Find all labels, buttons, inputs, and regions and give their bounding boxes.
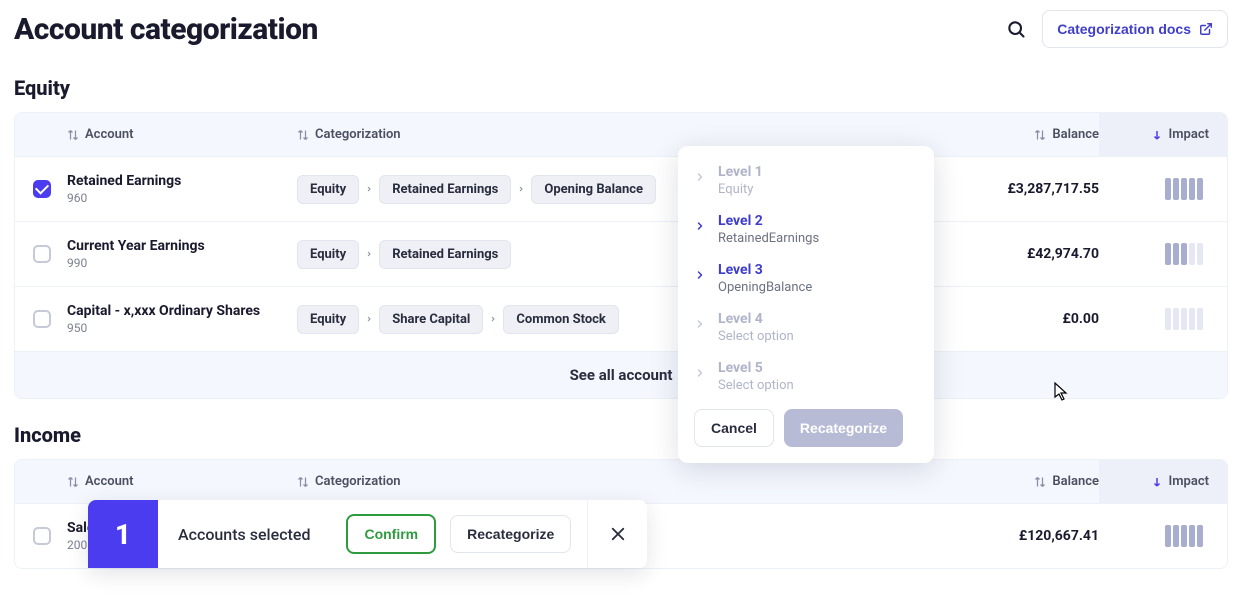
col-balance-header[interactable]: Balance [949, 127, 1099, 142]
chevron-right-icon [694, 262, 708, 285]
categorization-docs-button[interactable]: Categorization docs [1042, 10, 1228, 48]
impact-bars [1165, 243, 1203, 265]
balance-value: £120,667.41 [1019, 528, 1099, 544]
chevron-right-icon [694, 360, 708, 383]
level-option[interactable]: Level 3 OpeningBalance [694, 262, 918, 295]
confirm-button[interactable]: Confirm [346, 514, 436, 554]
arrow-down-icon [1151, 476, 1163, 488]
impact-bars [1165, 525, 1203, 547]
selected-count-badge: 1 [88, 500, 158, 568]
account-name: Retained Earnings [67, 173, 181, 189]
col-impact-header[interactable]: Impact [1099, 113, 1227, 156]
row-checkbox[interactable] [33, 245, 51, 263]
category-pill[interactable]: Retained Earnings [379, 240, 511, 269]
sort-icon [297, 129, 309, 141]
col-impact-header[interactable]: Impact [1099, 460, 1227, 503]
level-option: Level 4 Select option [694, 311, 918, 344]
selected-text: Accounts selected [158, 500, 330, 568]
close-icon [609, 525, 627, 543]
chevron-right-icon [365, 247, 373, 261]
selection-action-bar: 1 Accounts selected Confirm Recategorize [88, 500, 647, 568]
col-account-header[interactable]: Account [67, 127, 297, 142]
level-subtitle: Select option [718, 378, 794, 393]
equity-table-header: Account Categorization Balance Impact [15, 113, 1227, 156]
sort-icon [1034, 129, 1046, 141]
col-balance-header[interactable]: Balance [949, 474, 1099, 489]
category-pill[interactable]: Share Capital [379, 305, 483, 334]
category-pill[interactable]: Common Stock [503, 305, 619, 334]
docs-button-label: Categorization docs [1057, 21, 1191, 37]
table-row: Current Year Earnings 990 Equity Retained E… [15, 221, 1227, 286]
section-title-equity: Equity [14, 76, 1228, 100]
level-option: Level 1 Equity [694, 164, 918, 197]
chevron-right-icon [694, 164, 708, 187]
level-subtitle: RetainedEarnings [718, 231, 819, 246]
section-title-income: Income [14, 423, 1228, 447]
chevron-right-icon [365, 312, 373, 326]
account-name: Capital - x,xxx Ordinary Shares [67, 303, 260, 319]
sort-icon [67, 129, 79, 141]
impact-bars [1165, 178, 1203, 200]
category-pill[interactable]: Equity [297, 175, 359, 204]
chevron-right-icon [365, 182, 373, 196]
col-categorization-header[interactable]: Categorization [297, 474, 949, 489]
account-code: 990 [67, 256, 205, 270]
category-path: Equity Retained Earnings [297, 240, 511, 269]
category-path: Equity Share Capital Common Stock [297, 305, 619, 334]
level-subtitle: Equity [718, 182, 763, 197]
balance-value: £42,974.70 [1027, 246, 1099, 262]
external-link-icon [1199, 22, 1213, 36]
level-subtitle: Select option [718, 329, 794, 344]
level-option: Level 5 Select option [694, 360, 918, 393]
account-code: 950 [67, 321, 260, 335]
chevron-right-icon [489, 312, 497, 326]
popover-cancel-button[interactable]: Cancel [694, 409, 774, 447]
row-checkbox[interactable] [33, 310, 51, 328]
arrow-down-icon [1151, 129, 1163, 141]
row-checkbox[interactable] [33, 180, 51, 198]
table-row: Capital - x,xxx Ordinary Shares 950 Equity… [15, 286, 1227, 351]
equity-table: Account Categorization Balance Impact Re… [14, 112, 1228, 399]
category-pill[interactable]: Equity [297, 305, 359, 334]
level-subtitle: OpeningBalance [718, 280, 812, 295]
account-name: Current Year Earnings [67, 238, 205, 254]
recategorize-button[interactable]: Recategorize [450, 515, 571, 553]
sort-icon [297, 476, 309, 488]
balance-value: £0.00 [1063, 311, 1099, 327]
search-icon[interactable] [1006, 19, 1026, 39]
category-pill[interactable]: Equity [297, 240, 359, 269]
table-row: Retained Earnings 960 Equity Retained Earni… [15, 156, 1227, 221]
chevron-right-icon [694, 311, 708, 334]
level-title: Level 1 [718, 164, 763, 180]
balance-value: £3,287,717.55 [1007, 181, 1099, 197]
see-all-accounts-link[interactable]: See all account [15, 351, 1227, 398]
cursor-icon [1054, 382, 1070, 406]
level-title: Level 4 [718, 311, 794, 327]
chevron-right-icon [694, 213, 708, 236]
category-pill[interactable]: Retained Earnings [379, 175, 511, 204]
category-pill[interactable]: Opening Balance [531, 175, 656, 204]
level-option[interactable]: Level 2 RetainedEarnings [694, 213, 918, 246]
recategorize-popover: Level 1EquityLevel 2RetainedEarningsLeve… [678, 146, 934, 463]
level-title: Level 5 [718, 360, 794, 376]
row-checkbox[interactable] [33, 527, 51, 545]
income-table-header: Account Categorization Balance Impact [15, 460, 1227, 503]
category-path: Equity Retained Earnings Opening Balance [297, 175, 656, 204]
chevron-right-icon [517, 182, 525, 196]
popover-recategorize-button[interactable]: Recategorize [784, 409, 903, 447]
page-title: Account categorization [14, 12, 318, 47]
impact-bars [1165, 308, 1203, 330]
col-categorization-header[interactable]: Categorization [297, 127, 949, 142]
close-actionbar-button[interactable] [587, 500, 647, 568]
sort-icon [1034, 476, 1046, 488]
col-account-header[interactable]: Account [67, 474, 297, 489]
level-title: Level 3 [718, 262, 812, 278]
level-title: Level 2 [718, 213, 819, 229]
account-code: 960 [67, 191, 181, 205]
sort-icon [67, 476, 79, 488]
